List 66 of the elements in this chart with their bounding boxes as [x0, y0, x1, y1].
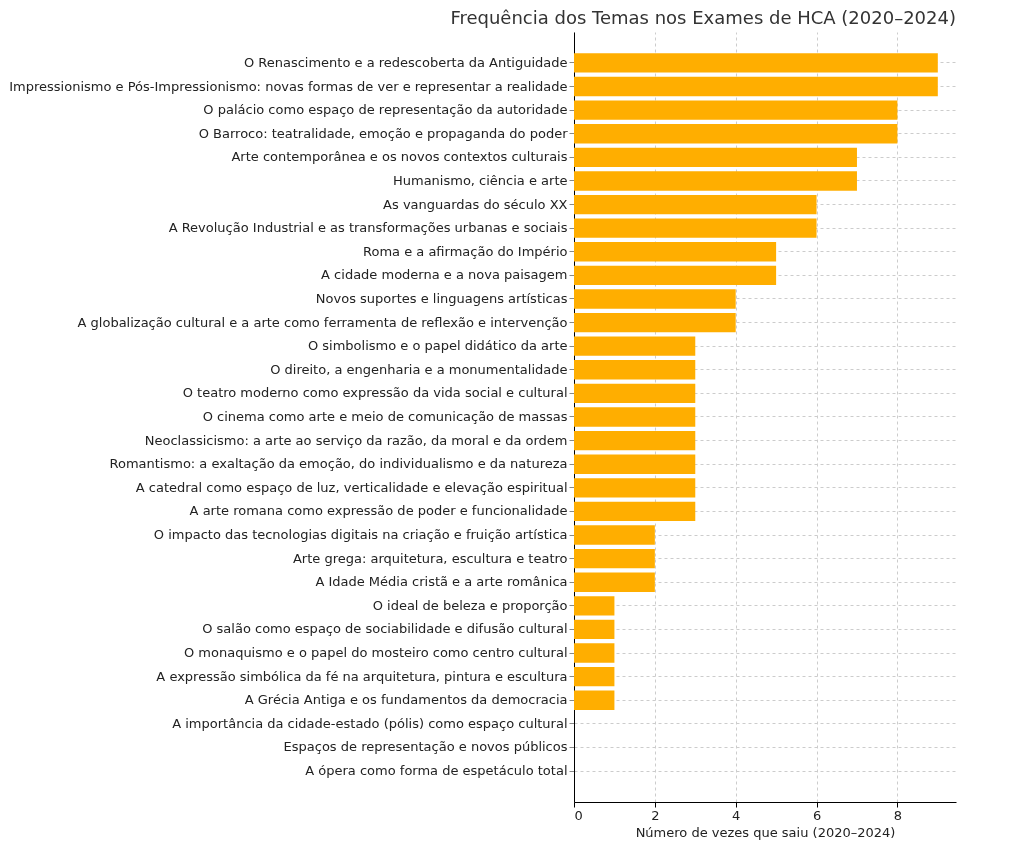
y-tick-label: Arte contemporânea e os novos contextos culturais [231, 149, 568, 165]
bar [574, 690, 615, 710]
bar [574, 76, 938, 97]
bar [574, 572, 655, 592]
y-tick-label: Neoclassicismo: a arte ao serviço da razão, da moral e da ordem [144, 432, 568, 448]
bar [574, 430, 696, 451]
y-tick-label: O salão como espaço de sociabilidade e difusão cultural [202, 621, 568, 637]
bar [574, 666, 615, 687]
y-tick-label: Romantismo: a exaltação da emoção, do individualismo e da natureza [109, 456, 568, 472]
bar [574, 336, 696, 356]
y-tick-label: A cidade moderna e a nova paisagem [321, 267, 568, 283]
bar [574, 218, 817, 238]
y-tick-label: As vanguardas do século XX [383, 196, 568, 212]
y-tick-label: Novos suportes e linguagens artísticas [315, 290, 568, 306]
bar [574, 124, 898, 144]
y-tick-label: O direito, a engenharia e a monumentalidade [270, 361, 568, 377]
y-tick-label: O Renascimento e a redescoberta da Antiguidade [243, 54, 568, 70]
x-tick-label: 2 [651, 807, 660, 823]
bar [574, 171, 857, 191]
y-tick-label: A Idade Média cristã e a arte românica [315, 574, 568, 590]
y-tick-label: A Grécia Antiga e os fundamentos da democracia [244, 692, 568, 708]
bar [574, 383, 696, 404]
bar [574, 478, 696, 498]
y-tick-label: A importância da cidade-estado (pólis) como espaço cultural [172, 715, 568, 731]
y-tick-label: O palácio como espaço de representação da autoridade [203, 102, 568, 118]
bar [574, 525, 655, 545]
bar [574, 548, 655, 569]
y-tick-label: A Revolução Industrial e as transformações urbanas e sociais [168, 220, 568, 236]
bar [574, 289, 736, 309]
bar [574, 147, 857, 168]
bar [574, 619, 615, 640]
y-tick-label: Arte grega: arquitetura, escultura e teatro [292, 550, 568, 566]
y-tick-label: O monaquismo e o papel do mosteiro como centro cultural [183, 645, 568, 661]
bar [574, 312, 736, 333]
y-tick-label: A catedral como espaço de luz, verticalidade e elevação espiritual [135, 479, 568, 495]
x-tick-label: 4 [732, 807, 741, 823]
y-tick-label: O impacto das tecnologias digitais na criação e fruição artística [153, 527, 568, 543]
bar [574, 194, 817, 215]
x-tick-label: 0 [574, 807, 583, 823]
y-tick-label: A expressão simbólica da fé na arquitetura, pintura e escultura [156, 668, 568, 684]
y-tick-label: O Barroco: teatralidade, emoção e propaganda do poder [198, 125, 569, 141]
y-tick-label: O ideal de beleza e proporção [372, 597, 568, 613]
y-tick-label: O cinema como arte e meio de comunicação de massas [202, 409, 568, 424]
y-tick-label: A arte romana como expressão de poder e funcionalidade [189, 503, 568, 519]
bar [574, 596, 615, 616]
bar [574, 360, 696, 380]
y-tick-label: Espaços de representação e novos públicos [283, 739, 568, 755]
chart-title: Frequência dos Temas nos Exames de HCA (2020–2024) [450, 7, 956, 28]
bar [574, 501, 696, 522]
y-tick-label: Humanismo, ciência e arte [392, 172, 568, 188]
x-tick-label: 6 [812, 807, 822, 823]
bar [574, 53, 938, 73]
y-tick-label: O simbolismo e o papel didático da arte [307, 338, 568, 354]
bar [574, 100, 898, 120]
bar [574, 407, 696, 427]
y-tick-label: A globalização cultural e a arte como ferramenta de reflexão e intervenção [77, 314, 568, 330]
bar [574, 454, 696, 474]
bar [574, 643, 615, 663]
bar [574, 242, 777, 262]
y-tick-label: Impressionismo e Pós-Impressionismo: novas formas de ver e representar a realidade [9, 78, 568, 94]
y-tick-label: Roma e a afirmação do Império [363, 243, 568, 259]
bar [574, 265, 777, 286]
y-tick-label: A ópera como forma de espetáculo total [305, 763, 568, 779]
x-axis-title: Número de vezes que saiu (2020–2024) [635, 824, 896, 840]
x-tick-label: 8 [893, 807, 903, 823]
y-tick-label: O teatro moderno como expressão da vida social e cultural [182, 385, 568, 401]
